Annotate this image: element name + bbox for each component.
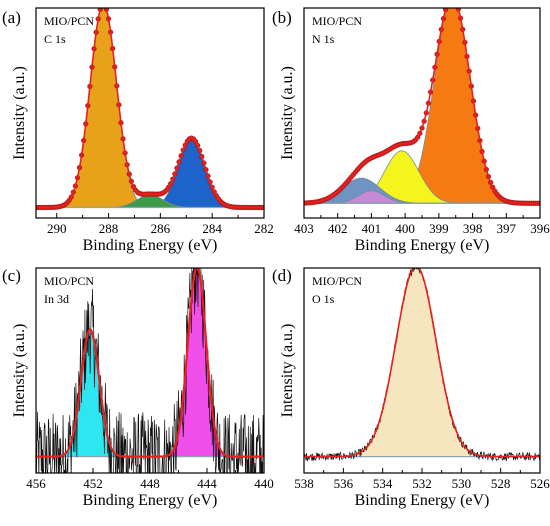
data-point: [102, 2, 107, 7]
x-tick-label: 402: [328, 221, 348, 236]
panel-annotation: O 1s: [312, 292, 335, 306]
plot-area: [34, 2, 267, 210]
x-tick-label: 440: [254, 476, 274, 491]
y-axis-label: Intensity (a.u.): [279, 324, 296, 418]
y-axis-label: Intensity (a.u.): [279, 66, 296, 160]
peak-component-1: [304, 266, 540, 457]
x-tick-label: 530: [452, 476, 472, 491]
plot-frame: [36, 8, 264, 218]
x-tick-label: 444: [197, 476, 217, 491]
x-tick-label: 282: [254, 221, 274, 236]
panel-2: 403 402 401 400 399 398 397 396 Binding Energy (…: [272, 0, 550, 254]
panel-annotation: In 3d: [44, 292, 69, 306]
plot-area: [36, 222, 264, 501]
x-axis-label: Binding Energy (eV): [83, 237, 218, 254]
panel-annotation: MIO/PCN: [312, 274, 362, 288]
x-tick-label: 538: [294, 476, 314, 491]
y-axis-label: Intensity (a.u.): [11, 66, 28, 160]
x-tick-label: 528: [491, 476, 511, 491]
panel-1: 290 288 286 284 282 Binding Energy (eV) Intens…: [2, 2, 274, 254]
x-tick-label: 399: [429, 221, 449, 236]
panel-annotation: MIO/PCN: [312, 14, 362, 28]
x-tick-label: 286: [151, 221, 171, 236]
x-tick-label: 401: [362, 221, 382, 236]
panel-annotation: N 1s: [312, 32, 335, 46]
x-tick-label: 396: [530, 221, 550, 236]
panel-letter: (a): [2, 8, 21, 27]
panel-4: 538 536 534 532 530 528 526 Binding Energy (eV)…: [272, 263, 550, 509]
x-tick-label: 290: [47, 221, 67, 236]
x-tick-label: 288: [99, 221, 119, 236]
data-point: [454, 0, 459, 5]
data-point: [447, 0, 452, 1]
data-point: [445, 0, 450, 5]
fit-envelope: [36, 4, 264, 208]
y-axis-label: Intensity (a.u.): [11, 324, 28, 418]
x-axis-label: Binding Energy (eV): [355, 237, 490, 254]
x-tick-label: 532: [412, 476, 432, 491]
panel-letter: (c): [2, 266, 21, 285]
x-axis-label: Binding Energy (eV): [83, 492, 218, 509]
panel-letter: (b): [272, 8, 292, 27]
panel-3: 456 452 448 444 440 Binding Energy (eV) Intens…: [2, 222, 274, 509]
panel-letter: (d): [272, 266, 292, 285]
x-tick-label: 526: [530, 476, 550, 491]
x-tick-label: 403: [294, 221, 314, 236]
raw-spectrum: [36, 222, 264, 501]
plot-area: [304, 263, 540, 461]
x-tick-label: 397: [497, 221, 517, 236]
x-tick-label: 284: [202, 221, 222, 236]
peak-component-1: [36, 4, 264, 208]
panel-annotation: MIO/PCN: [44, 14, 94, 28]
panel-annotation: MIO/PCN: [44, 274, 94, 288]
x-tick-label: 534: [373, 476, 393, 491]
plot-area: [302, 0, 543, 206]
x-tick-label: 536: [334, 476, 354, 491]
x-tick-label: 452: [83, 476, 103, 491]
peak-component-1: [304, 0, 540, 203]
x-tick-label: 456: [26, 476, 46, 491]
data-point: [100, 2, 105, 7]
x-tick-label: 448: [140, 476, 160, 491]
x-tick-label: 400: [395, 221, 415, 236]
x-tick-label: 398: [463, 221, 483, 236]
x-axis-label: Binding Energy (eV): [355, 492, 490, 509]
panel-annotation: C 1s: [44, 32, 66, 46]
